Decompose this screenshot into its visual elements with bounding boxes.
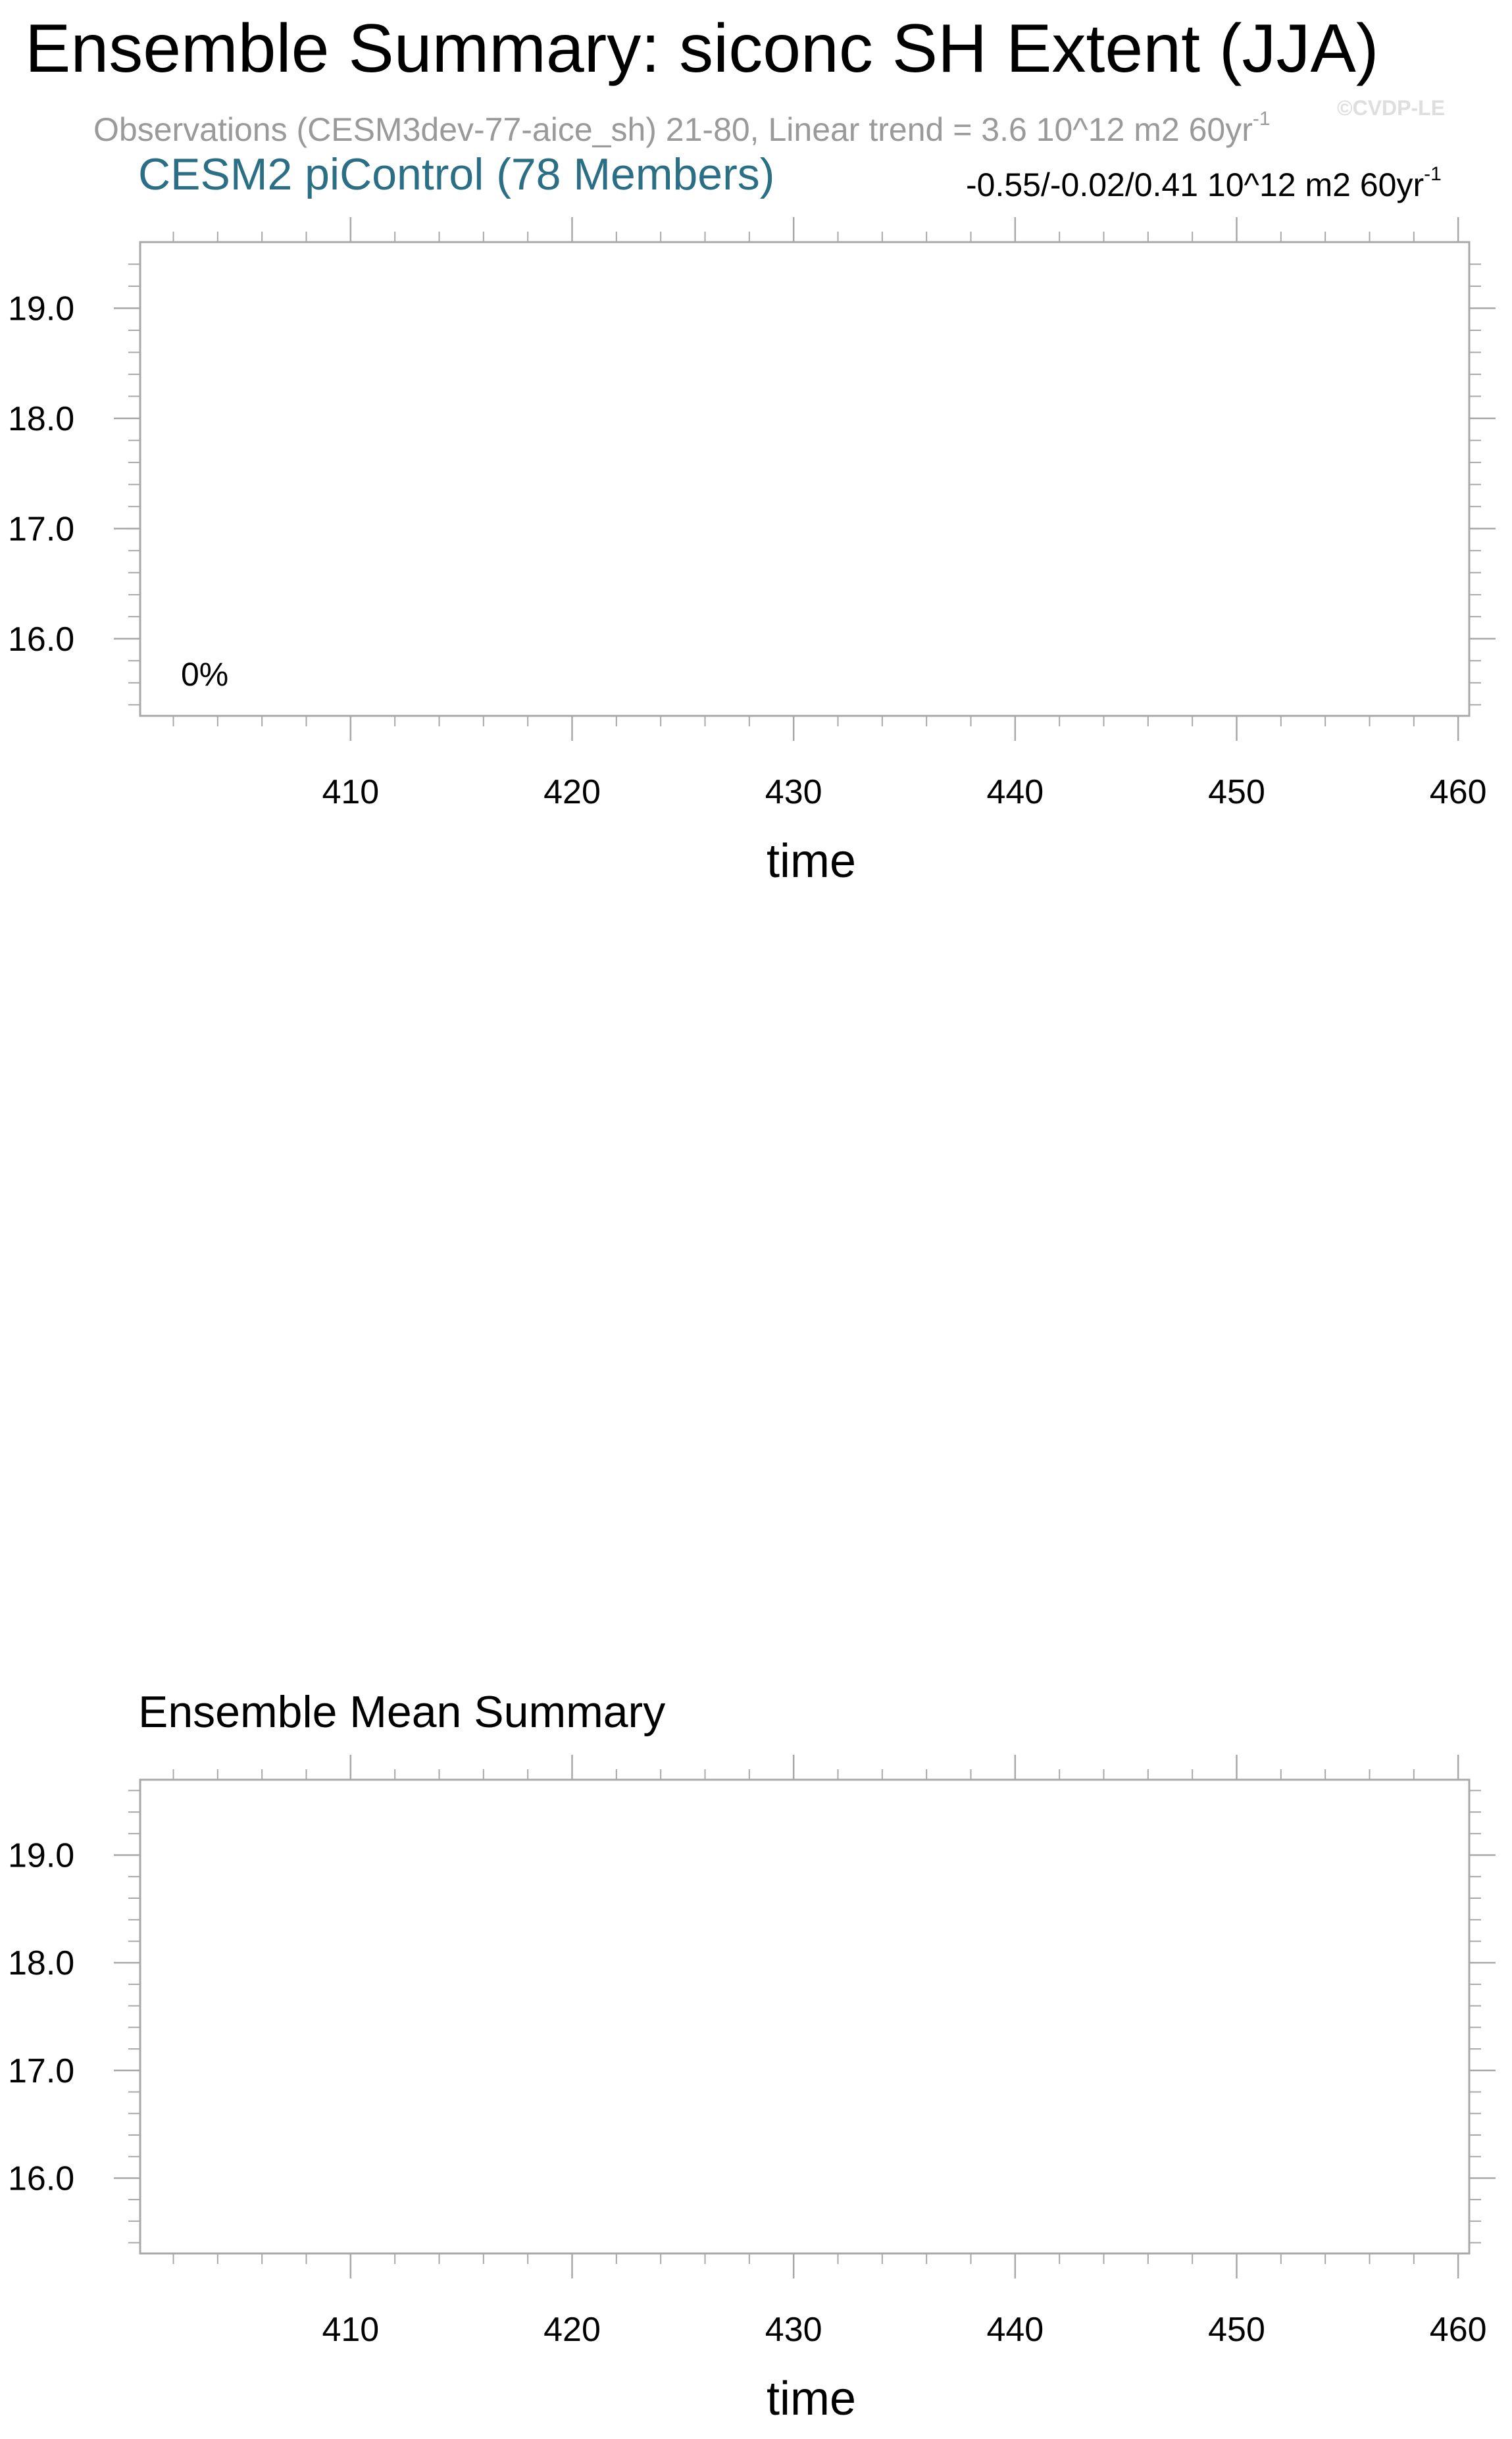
panel2-plot: 410 420 430 440 450 460 16.0 17.0 18.0 19.0 time — [8, 1755, 1496, 2425]
panel1-trend-exponent: -1 — [1424, 163, 1442, 185]
x-axis-title: time — [767, 2373, 856, 2425]
plot-frame — [139, 241, 1471, 717]
x-tick-label: 410 — [322, 773, 379, 811]
x-tick-label: 440 — [986, 773, 1044, 811]
observations-subtitle-text: Observations (CESM3dev-77-aice_sh) 21-80… — [93, 111, 1253, 148]
x-tick-label: 460 — [1430, 2311, 1487, 2349]
panel1-plot: 410 420 430 440 450 460 16.0 17.0 18.0 19.0 time 0% — [8, 217, 1496, 888]
y-tick-label: 19.0 — [8, 1837, 74, 1875]
panel1-trend-value: -0.55/-0.02/0.41 10^12 m2 60yr — [966, 166, 1424, 203]
x-tick-label: 430 — [765, 773, 822, 811]
x-tick-label: 450 — [1208, 773, 1265, 811]
x-tick-label: 430 — [765, 2311, 822, 2349]
page-title: Ensemble Summary: siconc SH Extent (JJA) — [25, 11, 1379, 87]
y-tick-label: 16.0 — [8, 2159, 74, 2198]
watermark: ©CVDP-LE — [1337, 96, 1446, 120]
x-tick-label: 410 — [322, 2311, 379, 2349]
panel1-trend-text: -0.55/-0.02/0.41 10^12 m2 60yr-1 — [966, 154, 1442, 205]
percent-label: 0% — [181, 656, 228, 693]
x-axis-title: time — [767, 835, 856, 888]
x-tick-label: 420 — [543, 773, 601, 811]
y-tick-label: 17.0 — [8, 2052, 74, 2090]
x-tick-label: 420 — [543, 2311, 601, 2349]
observations-subtitle-exponent: -1 — [1252, 108, 1271, 130]
y-tick-label: 18.0 — [8, 400, 74, 438]
y-tick-label: 19.0 — [8, 289, 74, 328]
y-tick-label: 18.0 — [8, 1944, 74, 1982]
y-tick-label: 16.0 — [8, 620, 74, 659]
y-tick-label: 17.0 — [8, 510, 74, 548]
plot-frame — [139, 1778, 1471, 2255]
x-tick-label: 450 — [1208, 2311, 1265, 2349]
x-tick-label: 440 — [986, 2311, 1044, 2349]
panel2-title: Ensemble Mean Summary — [138, 1687, 666, 1737]
x-tick-label: 460 — [1430, 773, 1487, 811]
observations-subtitle: Observations (CESM3dev-77-aice_sh) 21-80… — [93, 99, 1271, 150]
panel1-title: CESM2 piControl (78 Members) — [138, 149, 775, 199]
